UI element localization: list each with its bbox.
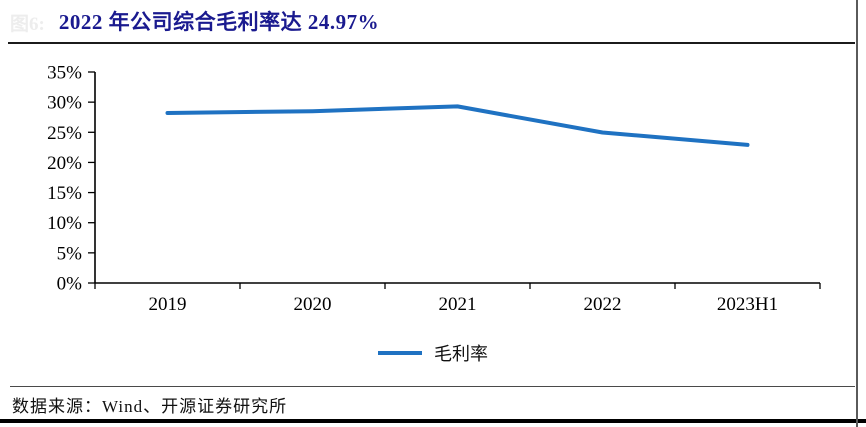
figure-title: 2022 年公司综合毛利率达 24.97%	[58, 10, 380, 34]
x-axis-tick-label: 2023H1	[717, 294, 778, 315]
y-axis-tick-label: 5%	[57, 243, 83, 264]
chart-legend: 毛利率	[0, 341, 866, 365]
y-axis-tick-label: 15%	[47, 183, 82, 204]
gross-margin-series-line	[165, 104, 750, 147]
figure-header: 图6: 2022 年公司综合毛利率达 24.97%	[10, 6, 846, 36]
data-source-note: 数据来源：Wind、开源证券研究所	[12, 397, 288, 416]
page-right-border	[856, 0, 858, 427]
y-axis-tick-label: 25%	[47, 123, 82, 144]
footer-bottom-rule	[0, 419, 866, 423]
y-axis-tick-label: 0%	[57, 274, 83, 295]
y-axis-tick-label: 35%	[47, 63, 82, 84]
y-axis-tick-label: 30%	[47, 93, 82, 114]
legend-line-swatch	[378, 351, 422, 355]
legend-series-label: 毛利率	[434, 344, 488, 364]
title-underline-rule	[8, 42, 855, 44]
x-axis-tick-label: 2020	[294, 294, 332, 315]
y-axis-tick-label: 20%	[47, 153, 82, 174]
figure-number-label: 图6:	[10, 14, 45, 35]
footer-top-rule	[10, 386, 855, 387]
y-axis-tick-label: 10%	[47, 213, 82, 234]
gross-margin-line-chart: 0% 5% 10% 15% 20% 25% 30% 35% 2019 2020 2021 2022 20…	[47, 63, 821, 315]
x-axis-tick-label: 2021	[439, 294, 477, 315]
x-axis-tick-label: 2019	[149, 294, 187, 315]
x-axis-tick-label: 2022	[584, 294, 622, 315]
